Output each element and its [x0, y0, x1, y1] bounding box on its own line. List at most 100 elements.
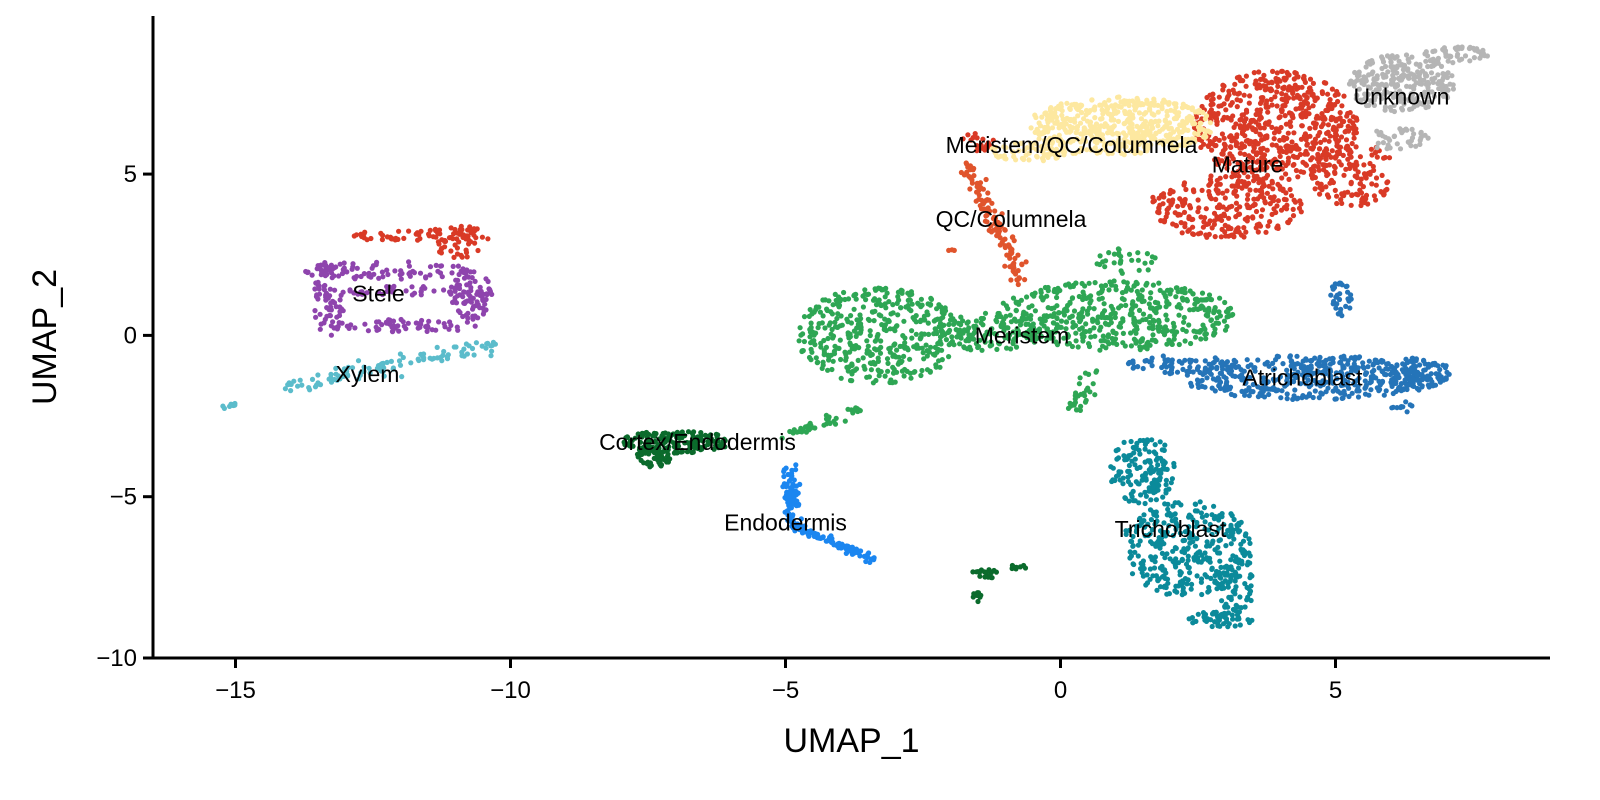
data-point — [784, 509, 790, 515]
data-point — [333, 365, 339, 371]
data-point — [1150, 484, 1156, 490]
data-point — [841, 289, 847, 296]
data-point — [479, 234, 485, 240]
data-point — [1213, 187, 1219, 193]
data-point — [1208, 317, 1214, 323]
data-point — [833, 415, 839, 421]
data-point — [977, 573, 983, 579]
data-point — [416, 321, 422, 327]
data-point — [1137, 464, 1143, 470]
data-point — [1157, 287, 1163, 293]
data-point — [1239, 112, 1245, 118]
data-point — [1299, 84, 1305, 90]
data-point — [831, 351, 838, 357]
data-point — [327, 286, 333, 292]
data-point — [1188, 340, 1194, 347]
data-point — [1199, 514, 1205, 520]
data-point — [1357, 181, 1364, 187]
data-point — [639, 449, 646, 455]
data-point — [799, 348, 805, 354]
data-point — [1199, 383, 1205, 389]
data-point — [232, 400, 238, 407]
data-point — [1032, 308, 1038, 314]
data-point — [789, 470, 795, 476]
data-point — [1250, 126, 1256, 133]
data-point — [1390, 390, 1396, 397]
data-point — [1287, 186, 1293, 193]
data-point — [1075, 344, 1081, 350]
data-point — [1246, 180, 1252, 186]
data-point — [1002, 335, 1008, 341]
data-point — [1334, 301, 1340, 307]
data-point — [1214, 366, 1220, 372]
data-point — [1126, 498, 1132, 504]
data-point — [386, 284, 392, 290]
data-point — [406, 228, 412, 234]
data-point — [907, 356, 913, 362]
data-point — [967, 186, 973, 192]
data-point — [1347, 110, 1353, 116]
data-point — [1343, 137, 1350, 143]
data-point — [1003, 303, 1010, 309]
data-point — [919, 367, 925, 374]
data-point — [793, 483, 800, 489]
data-point — [1146, 301, 1152, 307]
data-point — [406, 263, 412, 269]
data-point — [388, 358, 394, 364]
data-point — [882, 373, 888, 379]
data-point — [1278, 395, 1284, 401]
data-point — [299, 382, 305, 388]
data-point — [1186, 214, 1192, 220]
data-point — [1214, 177, 1220, 184]
data-point — [1125, 455, 1131, 461]
data-point — [1216, 383, 1222, 389]
data-point — [1247, 138, 1253, 144]
data-point — [427, 355, 433, 361]
data-point — [1316, 357, 1322, 363]
data-point — [858, 316, 864, 322]
data-point — [1163, 312, 1169, 318]
data-point — [369, 265, 375, 271]
data-point — [1115, 118, 1121, 124]
data-point — [1285, 130, 1291, 136]
data-point — [1383, 187, 1389, 193]
data-point — [452, 242, 458, 248]
data-point — [1293, 70, 1299, 76]
data-point — [973, 318, 980, 324]
data-point — [798, 516, 804, 522]
data-point — [1270, 186, 1276, 192]
data-point — [682, 440, 688, 446]
data-point — [328, 300, 334, 306]
data-point — [872, 308, 878, 314]
data-point — [1337, 110, 1343, 116]
data-point — [1111, 123, 1117, 129]
data-point — [1212, 355, 1218, 361]
data-point — [1154, 305, 1160, 311]
data-point — [1417, 362, 1423, 368]
data-point — [1011, 336, 1018, 342]
data-point — [1228, 524, 1234, 531]
data-point — [1120, 330, 1126, 336]
data-point — [447, 319, 453, 325]
data-point — [472, 278, 478, 284]
data-point — [888, 311, 894, 317]
data-point — [1174, 369, 1181, 375]
data-point — [1348, 202, 1354, 208]
data-point — [467, 280, 473, 286]
data-point — [1160, 494, 1166, 500]
data-point — [877, 350, 884, 356]
data-point — [1130, 543, 1136, 549]
data-point — [282, 386, 288, 392]
data-point — [845, 330, 851, 336]
data-point — [964, 320, 970, 326]
data-point — [691, 429, 697, 435]
data-point — [992, 331, 998, 337]
data-point — [1026, 327, 1033, 333]
data-point — [1368, 387, 1374, 393]
data-point — [345, 364, 351, 370]
data-point — [453, 285, 459, 291]
data-point — [1185, 557, 1191, 563]
data-point — [807, 307, 813, 313]
data-point — [1044, 117, 1050, 123]
